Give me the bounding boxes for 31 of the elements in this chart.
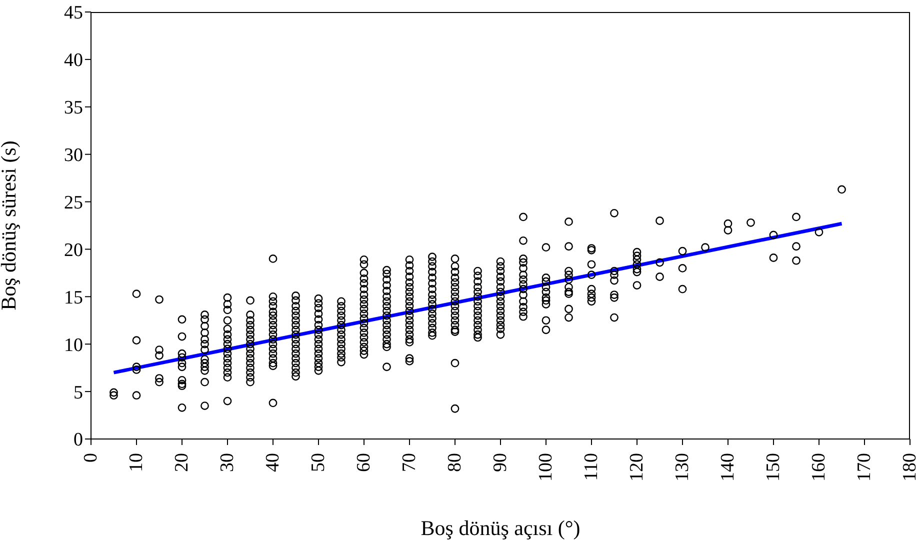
y-tick-label: 15	[64, 287, 83, 308]
x-tick-label: 130	[672, 453, 693, 482]
y-tick-label: 0	[74, 430, 83, 451]
x-tick-label: 110	[581, 453, 602, 481]
y-tick-label: 5	[74, 382, 83, 404]
y-tick-label: 40	[64, 50, 83, 72]
x-tick-label: 10	[126, 453, 147, 472]
x-tick-label: 0	[80, 453, 102, 462]
x-tick-label: 170	[854, 453, 875, 482]
x-tick-label: 90	[490, 453, 511, 472]
x-tick-label: 60	[354, 453, 374, 472]
x-tick-label: 70	[399, 453, 420, 472]
x-tick-label: 40	[262, 453, 284, 472]
x-tick-label: 20	[172, 453, 192, 472]
x-tick-label: 80	[444, 453, 466, 472]
x-tick-label: 100	[536, 453, 556, 482]
y-axis-title: Boş dönüş süresi (s)	[0, 140, 20, 310]
x-tick-label: 120	[626, 453, 648, 482]
y-tick-label: 25	[64, 192, 83, 214]
y-tick-label: 20	[64, 240, 83, 261]
y-tick-label: 30	[64, 145, 83, 166]
x-tick-label: 180	[900, 453, 920, 482]
y-tick-label: 45	[64, 2, 83, 24]
x-tick-label: 140	[718, 453, 738, 482]
x-tick-label: 50	[308, 453, 329, 472]
x-axis-title: Boş dönüş açısı (°)	[420, 516, 580, 540]
y-tick-label: 35	[64, 98, 83, 119]
y-tick-label: 10	[64, 334, 83, 356]
x-tick-label: 160	[808, 453, 830, 482]
x-tick-label: 30	[217, 453, 238, 472]
x-tick-label: 150	[763, 453, 784, 482]
